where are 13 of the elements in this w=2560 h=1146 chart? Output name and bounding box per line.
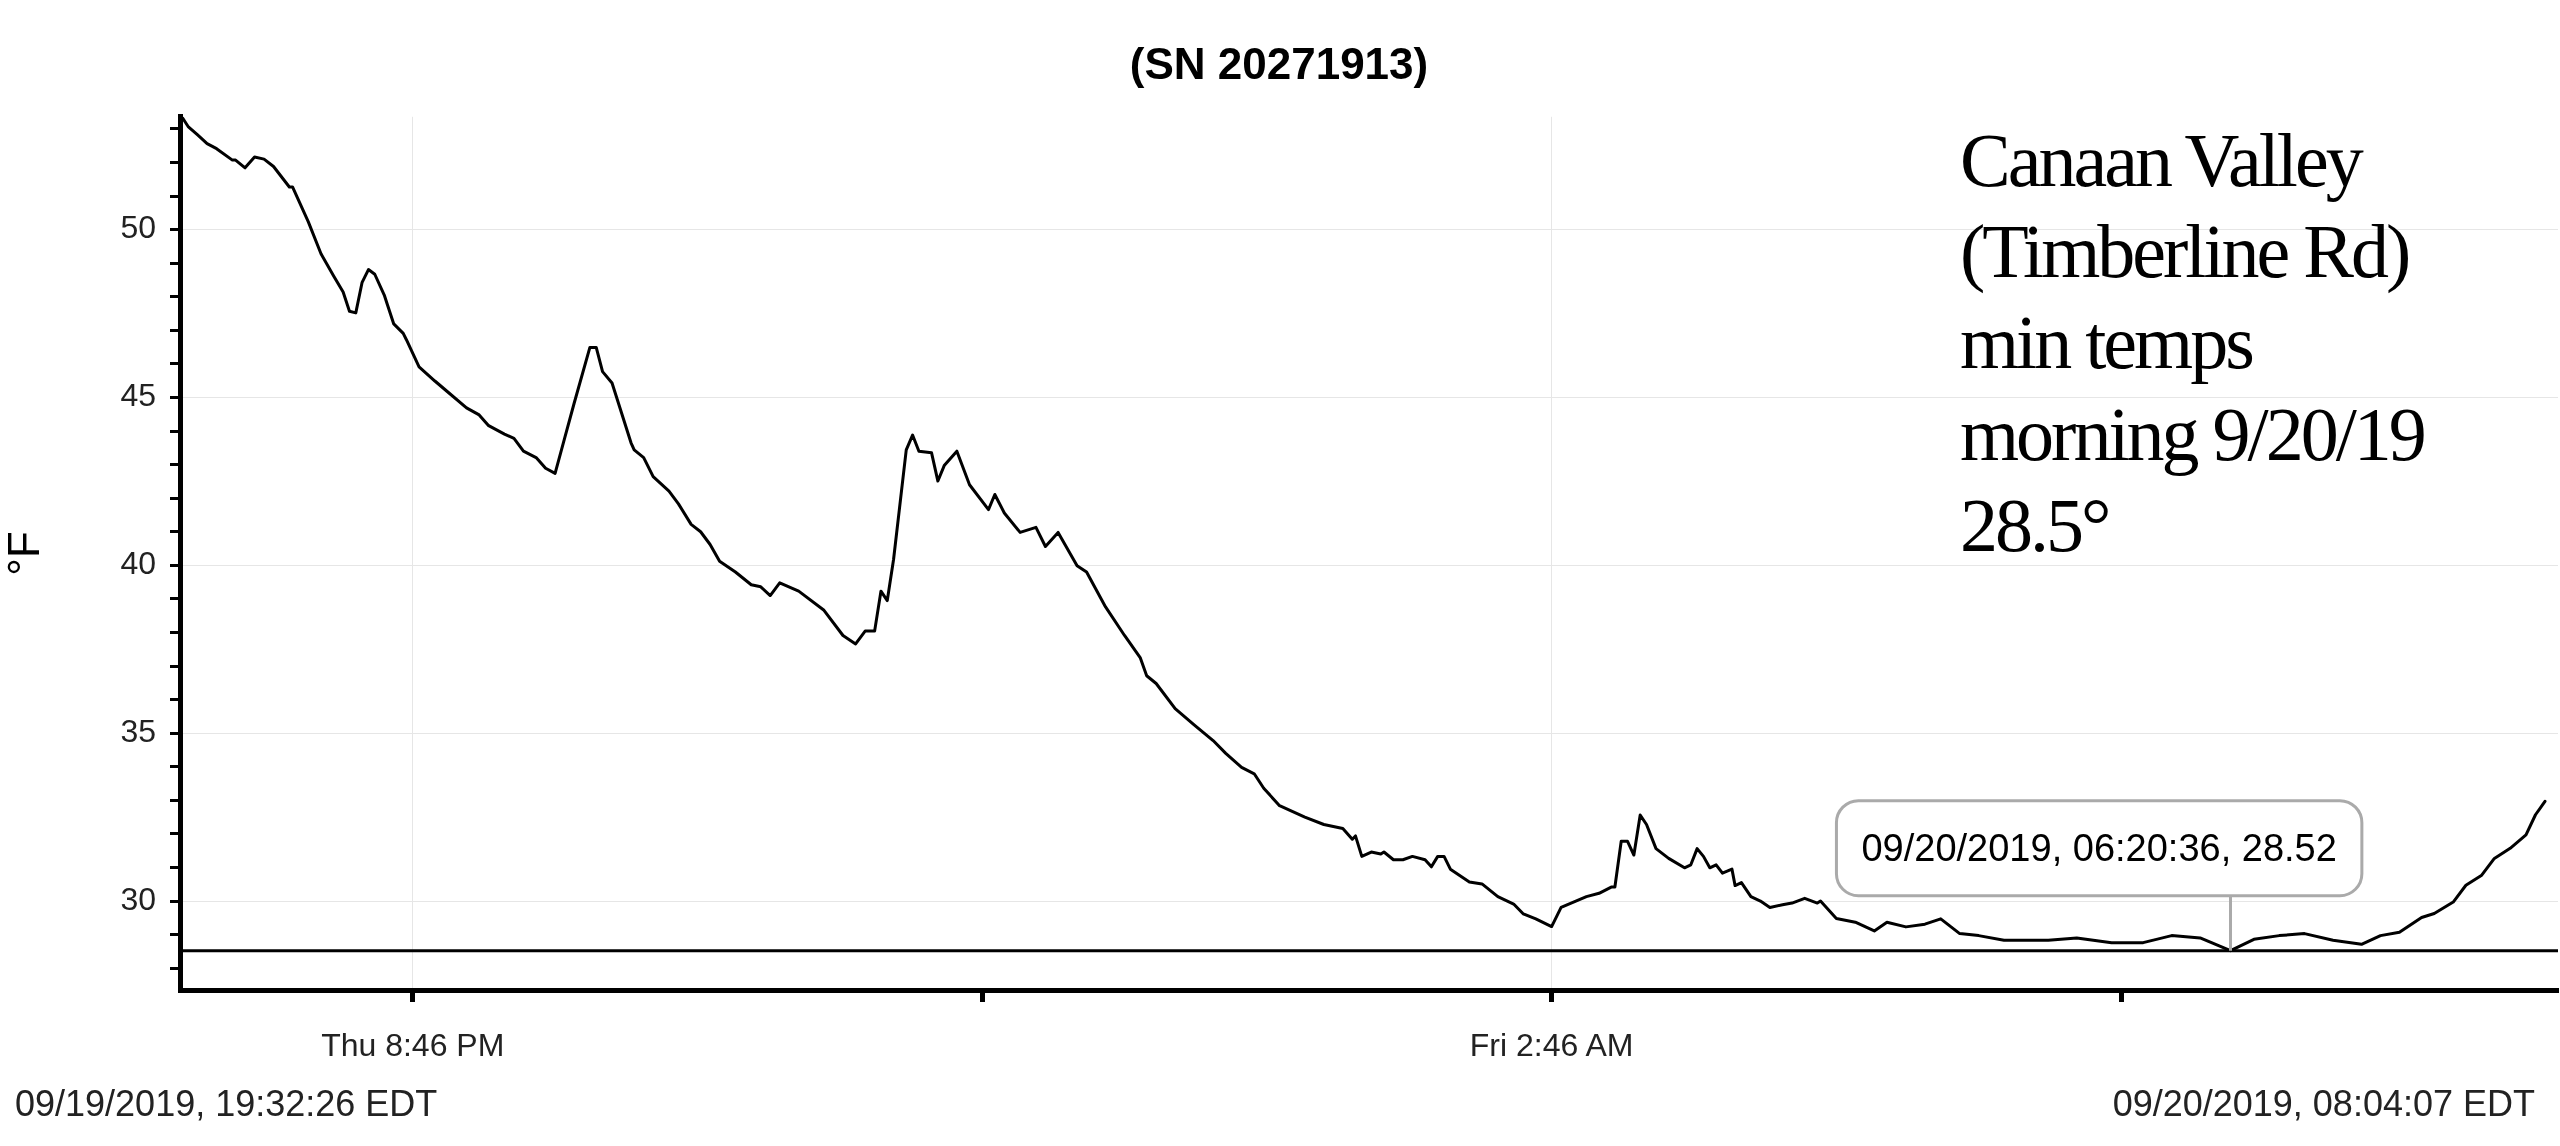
annotation: Canaan Valley (Timberline Rd) min temps morning 9/20/19 28.5°	[1960, 117, 2425, 569]
text: 09/19/2019, 19:32:26 EDT	[15, 1082, 438, 1124]
y-tick-label: 45	[120, 377, 156, 414]
chart-title: (SN 20271913)	[1129, 38, 1429, 88]
y-tick-label: 50	[120, 209, 156, 246]
y-tick-label: 30	[120, 880, 156, 917]
text: 09/20/2019, 08:04:07 EDT	[2112, 1082, 2535, 1124]
y-tick-label: 40	[120, 545, 156, 582]
y-tick-label: 35	[120, 713, 156, 749]
x-tick-label: Fri 2:46 AM	[1469, 1027, 1634, 1064]
x-tick-label: Thu 8:46 PM	[321, 1027, 505, 1064]
annotation: 09/20/2019, 06:20:36, 28.52	[1861, 826, 2337, 869]
y-axis-title: °F	[0, 531, 48, 576]
